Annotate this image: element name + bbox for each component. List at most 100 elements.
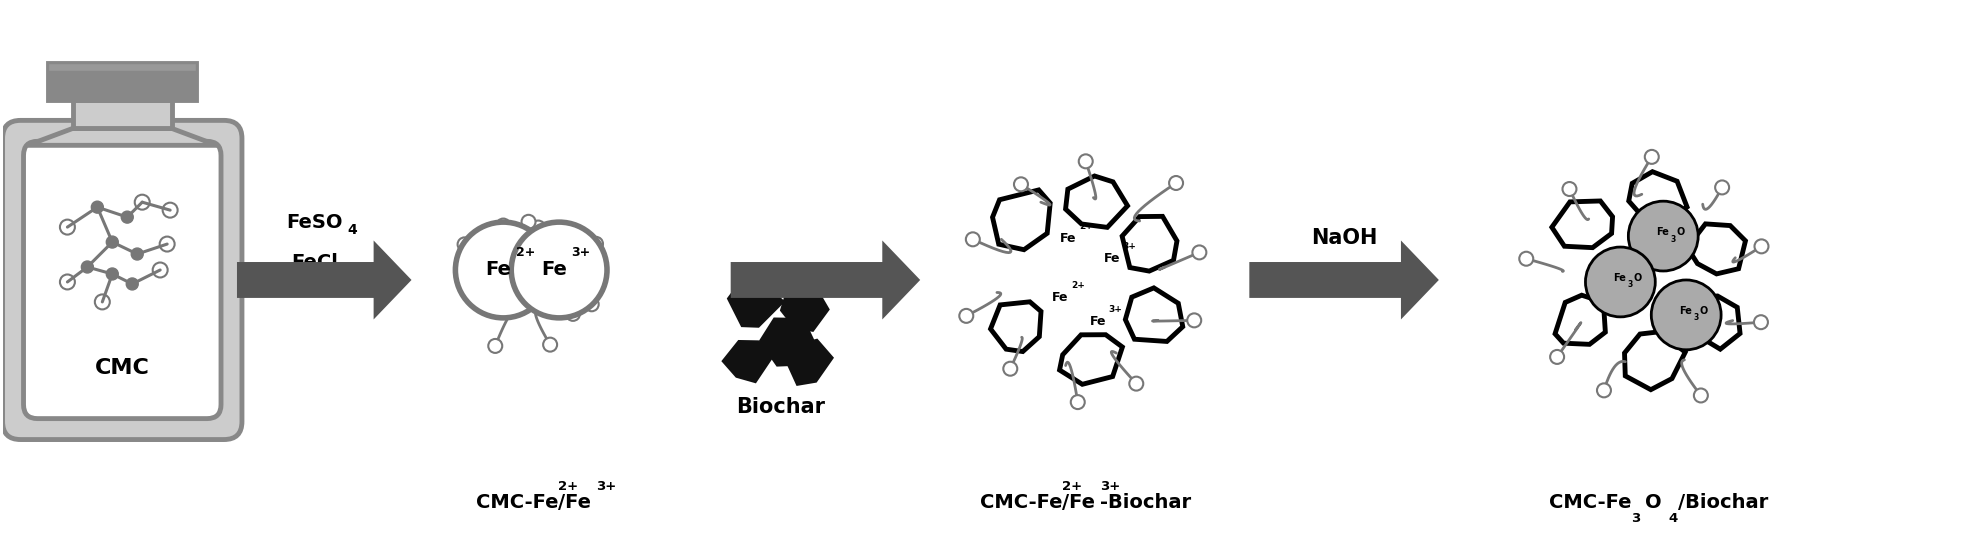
Circle shape bbox=[82, 261, 93, 273]
Polygon shape bbox=[28, 128, 217, 146]
Circle shape bbox=[1694, 388, 1708, 402]
Text: O: O bbox=[1700, 306, 1708, 316]
Circle shape bbox=[543, 338, 557, 351]
Text: /Fe: /Fe bbox=[559, 493, 590, 512]
Polygon shape bbox=[1688, 224, 1745, 274]
Circle shape bbox=[1628, 201, 1698, 271]
Polygon shape bbox=[1125, 288, 1183, 341]
Text: CMC: CMC bbox=[95, 358, 149, 378]
Text: Fe: Fe bbox=[541, 261, 567, 279]
Text: Fe: Fe bbox=[1678, 306, 1692, 316]
Circle shape bbox=[1563, 182, 1576, 196]
Polygon shape bbox=[1690, 296, 1740, 349]
Bar bbox=[48, 63, 197, 71]
Circle shape bbox=[1652, 280, 1722, 350]
Circle shape bbox=[1644, 150, 1658, 164]
Circle shape bbox=[1551, 350, 1565, 364]
Text: CMC-Fe: CMC-Fe bbox=[477, 493, 559, 512]
Polygon shape bbox=[724, 342, 771, 380]
Circle shape bbox=[588, 237, 602, 251]
Polygon shape bbox=[783, 283, 827, 329]
Circle shape bbox=[131, 248, 143, 260]
Polygon shape bbox=[990, 302, 1042, 351]
Circle shape bbox=[95, 294, 109, 309]
Text: Fe: Fe bbox=[485, 261, 511, 279]
Circle shape bbox=[1193, 246, 1207, 259]
Polygon shape bbox=[761, 320, 813, 364]
Text: Fe: Fe bbox=[1103, 251, 1119, 264]
Circle shape bbox=[521, 215, 535, 229]
Circle shape bbox=[461, 280, 475, 294]
Text: 2+: 2+ bbox=[515, 246, 535, 258]
Circle shape bbox=[1519, 252, 1533, 266]
Circle shape bbox=[121, 211, 133, 223]
Text: Fe: Fe bbox=[1060, 232, 1076, 244]
Circle shape bbox=[960, 309, 974, 323]
Text: FeCl: FeCl bbox=[290, 253, 338, 272]
Polygon shape bbox=[1066, 176, 1127, 227]
Circle shape bbox=[489, 339, 503, 353]
Polygon shape bbox=[730, 281, 781, 325]
FancyBboxPatch shape bbox=[2, 120, 243, 440]
Text: Fe: Fe bbox=[1656, 227, 1668, 237]
Polygon shape bbox=[1628, 172, 1688, 222]
Circle shape bbox=[584, 297, 598, 311]
Circle shape bbox=[60, 220, 76, 234]
Text: O: O bbox=[1646, 493, 1662, 512]
Text: 3: 3 bbox=[344, 263, 354, 277]
Bar bbox=[48, 63, 197, 101]
Text: NaOH: NaOH bbox=[1310, 228, 1378, 248]
Text: 2+: 2+ bbox=[1079, 221, 1093, 231]
Circle shape bbox=[1187, 314, 1201, 327]
Circle shape bbox=[1586, 247, 1656, 317]
Circle shape bbox=[1129, 377, 1143, 391]
Text: 3+: 3+ bbox=[1109, 305, 1123, 315]
Circle shape bbox=[1079, 155, 1093, 169]
Circle shape bbox=[1004, 362, 1018, 376]
Circle shape bbox=[1169, 176, 1183, 190]
Circle shape bbox=[567, 307, 580, 321]
Circle shape bbox=[1753, 315, 1767, 329]
Text: CMC-Fe: CMC-Fe bbox=[980, 493, 1062, 512]
Circle shape bbox=[1755, 239, 1769, 254]
Circle shape bbox=[1014, 177, 1028, 192]
Text: Fe: Fe bbox=[1612, 273, 1626, 283]
Text: Biochar: Biochar bbox=[736, 396, 825, 417]
Text: 3+: 3+ bbox=[571, 246, 590, 258]
Text: Fe: Fe bbox=[1089, 315, 1105, 328]
Circle shape bbox=[582, 248, 596, 262]
Circle shape bbox=[1596, 384, 1610, 398]
Circle shape bbox=[531, 220, 545, 234]
Circle shape bbox=[457, 238, 471, 251]
Text: O: O bbox=[1676, 227, 1684, 237]
Circle shape bbox=[163, 203, 177, 218]
Circle shape bbox=[159, 236, 175, 251]
Text: O: O bbox=[1634, 273, 1642, 283]
Circle shape bbox=[127, 278, 139, 290]
Circle shape bbox=[135, 195, 149, 210]
Polygon shape bbox=[1121, 216, 1177, 271]
Text: 4: 4 bbox=[1668, 512, 1678, 525]
Text: 2+: 2+ bbox=[559, 480, 579, 493]
Text: 2+: 2+ bbox=[1062, 480, 1081, 493]
Circle shape bbox=[1716, 180, 1730, 194]
Text: 3: 3 bbox=[1694, 314, 1700, 323]
Text: 3+: 3+ bbox=[1123, 242, 1137, 250]
Circle shape bbox=[105, 236, 117, 248]
Text: CMC-Fe: CMC-Fe bbox=[1549, 493, 1630, 512]
Circle shape bbox=[511, 222, 606, 318]
Text: 3: 3 bbox=[1670, 234, 1676, 243]
Bar bbox=[74, 101, 171, 128]
FancyArrow shape bbox=[237, 240, 412, 319]
Text: 3+: 3+ bbox=[596, 480, 616, 493]
FancyArrow shape bbox=[1248, 240, 1439, 319]
Text: 2+: 2+ bbox=[1072, 281, 1085, 291]
Circle shape bbox=[105, 268, 117, 280]
FancyArrow shape bbox=[732, 240, 920, 319]
Text: FeSO: FeSO bbox=[286, 212, 342, 232]
Polygon shape bbox=[1060, 335, 1123, 384]
Circle shape bbox=[60, 274, 76, 289]
Circle shape bbox=[966, 232, 980, 246]
Text: 3: 3 bbox=[1632, 512, 1640, 525]
Circle shape bbox=[455, 222, 551, 318]
